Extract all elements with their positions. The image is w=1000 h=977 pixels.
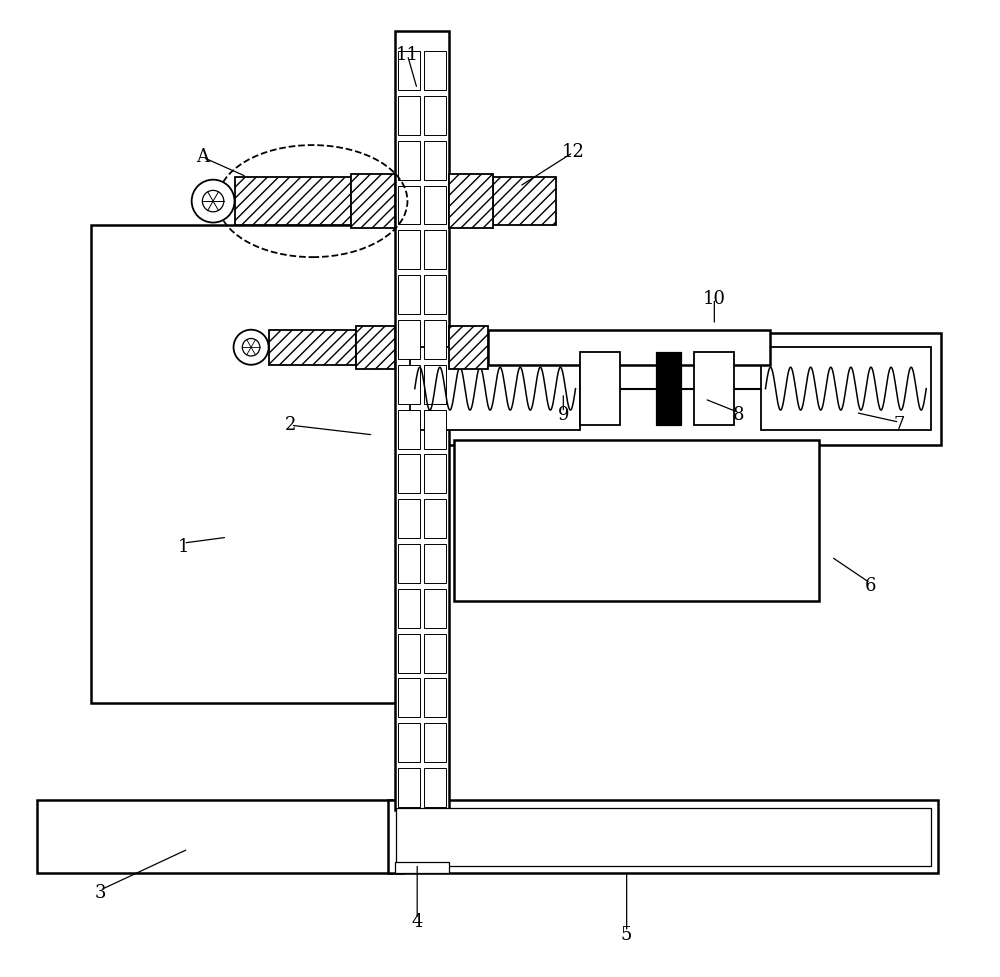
Circle shape <box>192 180 235 223</box>
Circle shape <box>242 338 260 356</box>
Bar <box>449 325 488 368</box>
Bar <box>761 347 931 430</box>
Bar <box>424 678 446 717</box>
Bar <box>398 499 420 538</box>
Bar <box>398 454 420 493</box>
Bar <box>398 544 420 583</box>
Bar <box>424 723 446 762</box>
Bar <box>694 352 734 425</box>
Bar <box>398 723 420 762</box>
Bar <box>449 174 493 229</box>
Bar <box>398 589 420 628</box>
Text: A: A <box>196 149 209 166</box>
Bar <box>398 768 420 807</box>
Bar <box>580 352 620 425</box>
Text: 2: 2 <box>285 416 296 434</box>
Text: 1: 1 <box>178 538 189 556</box>
Bar <box>398 51 420 90</box>
Bar <box>398 409 420 448</box>
Bar <box>424 141 446 180</box>
Bar <box>656 352 681 425</box>
Bar <box>398 634 420 672</box>
Text: 4: 4 <box>412 913 423 931</box>
Text: 9: 9 <box>558 406 569 424</box>
Bar <box>396 808 931 866</box>
Bar <box>400 332 941 445</box>
Circle shape <box>234 329 269 364</box>
Bar <box>424 319 446 359</box>
Text: 10: 10 <box>703 289 726 308</box>
Bar <box>410 347 580 430</box>
Bar <box>424 499 446 538</box>
Text: 7: 7 <box>894 416 905 434</box>
Bar <box>398 364 420 404</box>
Bar <box>424 544 446 583</box>
Bar <box>454 440 819 601</box>
Bar <box>424 454 446 493</box>
Text: 8: 8 <box>733 406 744 424</box>
Bar <box>395 30 449 810</box>
Bar <box>235 177 351 226</box>
Bar <box>424 276 446 315</box>
Bar <box>351 174 395 229</box>
Bar <box>356 325 395 368</box>
Bar <box>398 231 420 270</box>
Bar <box>488 329 770 364</box>
Bar <box>424 51 446 90</box>
Text: 12: 12 <box>562 144 585 161</box>
Bar <box>424 364 446 404</box>
Bar <box>395 862 449 873</box>
Bar <box>37 800 403 873</box>
Text: 3: 3 <box>95 884 106 902</box>
Bar <box>398 319 420 359</box>
Circle shape <box>202 191 224 212</box>
Bar <box>91 226 398 702</box>
Bar <box>424 409 446 448</box>
Text: 6: 6 <box>864 577 876 595</box>
Bar <box>398 276 420 315</box>
Bar <box>424 186 446 225</box>
Bar <box>398 186 420 225</box>
Bar <box>424 634 446 672</box>
Bar <box>269 329 356 364</box>
Bar <box>424 589 446 628</box>
Text: 5: 5 <box>621 925 632 944</box>
Bar <box>398 96 420 135</box>
Bar <box>424 96 446 135</box>
Text: 11: 11 <box>396 46 419 64</box>
Bar <box>398 141 420 180</box>
Bar <box>398 678 420 717</box>
Bar <box>493 177 556 226</box>
Bar <box>388 800 938 873</box>
Bar <box>424 231 446 270</box>
Bar <box>424 768 446 807</box>
